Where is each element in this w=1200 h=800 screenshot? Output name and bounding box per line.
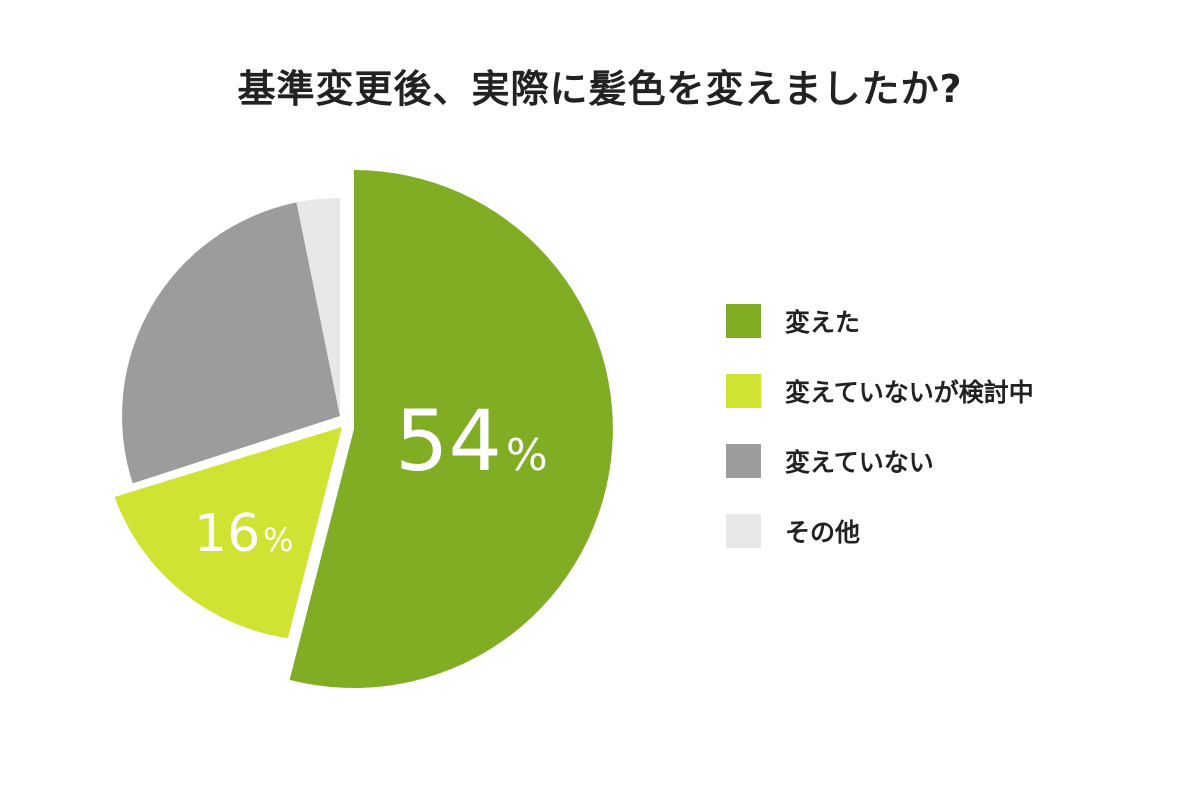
legend-label: 変えていないが検討中 [785, 378, 1034, 407]
pie-slice-considering [114, 427, 342, 639]
legend-item-considering: 変えていないが検討中 [726, 374, 1034, 408]
label-16-percent: 16% [194, 504, 294, 564]
chart-title: 基準変更後、実際に髪色を変えましたか? [237, 67, 963, 111]
legend-item-not-changed: 変えていない [726, 444, 934, 478]
legend-swatch-gray [726, 444, 761, 478]
pie-slice-changed [289, 170, 613, 688]
label-54-percent: 54% [395, 392, 548, 490]
pie-slice-not-changed [122, 202, 341, 484]
legend-swatch-yellow [726, 374, 761, 408]
legend-swatch-light-gray [726, 514, 761, 548]
legend-item-changed: 変えた [726, 304, 860, 338]
legend-label: その他 [785, 518, 861, 547]
legend-label: 変えていない [785, 448, 934, 477]
legend-swatch-green [726, 304, 761, 338]
pie-slice-other [296, 198, 340, 416]
legend-label: 変えた [785, 308, 861, 337]
legend-item-other: その他 [726, 514, 860, 548]
